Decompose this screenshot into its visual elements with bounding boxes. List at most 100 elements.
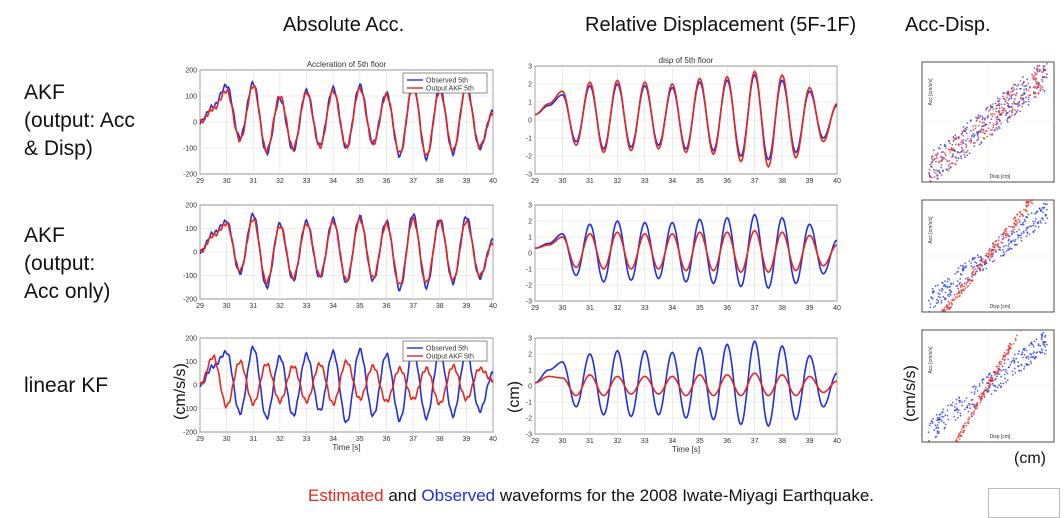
scatter-row1-point [972,132,975,135]
scatter-row3-point [968,402,970,405]
scatter-row1-point [950,148,953,151]
scatter-row3-point [944,414,947,417]
scatter-row1-point [1008,110,1011,113]
disp-row3-x-tick-label: 38 [778,438,786,445]
scatter-row2-point [949,291,952,294]
scatter-row2-point [972,271,975,273]
scatter-row1-point [970,129,973,132]
scatter-row2-point [1010,230,1013,232]
scatter-row2-point [995,239,998,242]
scatter-row2-point [1044,214,1047,217]
scatter-row3-point [1004,353,1007,356]
scatter-row1-point [1012,86,1014,89]
scatter-row2-point [1004,244,1007,247]
disp-row1-y-tick-label: 0 [528,118,532,125]
scatter-row1-point [999,120,1001,123]
scatter-row1-point [1025,87,1028,90]
scatter-row2-point [946,277,949,280]
scatter-row2-point [976,254,979,257]
scatter-row3-point [1028,344,1031,347]
scatter-row3-point [993,389,996,392]
scatter-row1-point [1007,111,1009,114]
scatter-row3-point [978,383,981,385]
scatter-row1-point [991,112,994,115]
scatter-row3-point [958,399,961,402]
scatter-row1-point [944,158,947,161]
scatter-row1-point [1010,97,1013,100]
scatter-row2-point [957,287,960,290]
acc-row1-x-tick-label: 35 [356,178,364,185]
scatter-row1-point [1011,108,1014,111]
scatter-row1-point [954,163,957,166]
scatter-row3-point [965,397,968,399]
disp-row1-x-tick-label: 38 [778,178,786,185]
scatter-row1-point [981,121,984,124]
scatter-row1-point [933,171,936,173]
scatter-row2-point [937,301,939,304]
scatter-row2-point [1018,221,1021,224]
scatter-row1-point [938,171,941,174]
scatter-row2-point [943,310,945,313]
scatter-row2-point [992,249,994,251]
scatter-row1-point [948,167,951,170]
scatter-row2-point [994,249,997,251]
scatter-row2-point [1042,211,1044,214]
scatter-row1-point [982,137,985,140]
scatter-row2-point [948,307,951,310]
scatter-row3-point [937,427,940,429]
scatter-row3-point [1023,353,1026,356]
scatter-row2-point [936,284,939,286]
scatter-row2-point [946,285,948,288]
scatter-row2-point [971,279,974,282]
scatter-row2-point [979,268,981,270]
scatter-row1-point [1014,98,1016,100]
scatter-row3-point [935,414,938,416]
scatter-row1-point [1032,77,1035,80]
disp-row2-series-observed-line [534,213,838,290]
scatter-row2-point [1023,208,1025,211]
scatter-row1-point [963,154,966,156]
scatter-row2-point [985,267,988,270]
disp-row2-x-tick-label: 37 [751,305,759,312]
scatter-row1-point [945,168,948,171]
scatter-row3-point [959,414,962,417]
scatter-row3-point [987,376,989,379]
scatter-row1-point [966,149,969,152]
scatter-row1-point [933,176,936,178]
scatter-row2-point [1033,229,1036,232]
scatter-row2-point [944,284,946,286]
scatter-row1-point [933,158,935,161]
scatter-row3-point [961,428,963,431]
disp-row1-x-tick-label: 31 [586,178,594,185]
scatter-row1-point [1019,110,1021,113]
scatter-row3-point [1030,341,1033,344]
disp-row3-x-tick-label: 31 [586,438,594,445]
scatter-row1-point [988,110,990,112]
scatter-row1-point [965,128,968,131]
scatter-row1-point [985,130,988,132]
scatter-row3-point [959,432,961,434]
scatter-row2-point [1002,251,1005,254]
acc-row2-x-tick-label: 36 [383,303,391,310]
scatter-row3-point [958,438,961,440]
scatter-row1-point [972,128,975,131]
disp-row3-x-tick-label: 29 [531,438,539,445]
scatter-row1-point [927,171,930,174]
scatter-row1-point [1035,67,1038,70]
scatter-row3-point [1017,365,1019,368]
disp-row2-x-tick-label: 33 [641,305,649,312]
caption-estimated: Estimated [308,486,384,505]
scatter-row3-point [1037,343,1040,346]
scatter-row2-point [1033,222,1035,225]
acc-row3-x-tick-label: 34 [329,436,337,443]
scatter-row3-point [1019,329,1022,332]
column-title-relative-displacement: Relative Displacement (5F-1F) [585,14,857,36]
scatter-row1-point [1000,122,1002,125]
scatter-row1-point [1006,93,1009,96]
scatter-row1-point [1034,71,1036,74]
scatter-row2-point [966,281,968,284]
scatter-row3-point [1040,348,1043,350]
scatter-row1-point [1000,112,1003,115]
scatter-row3-point [957,416,959,419]
scatter-row2-point [1014,216,1016,219]
